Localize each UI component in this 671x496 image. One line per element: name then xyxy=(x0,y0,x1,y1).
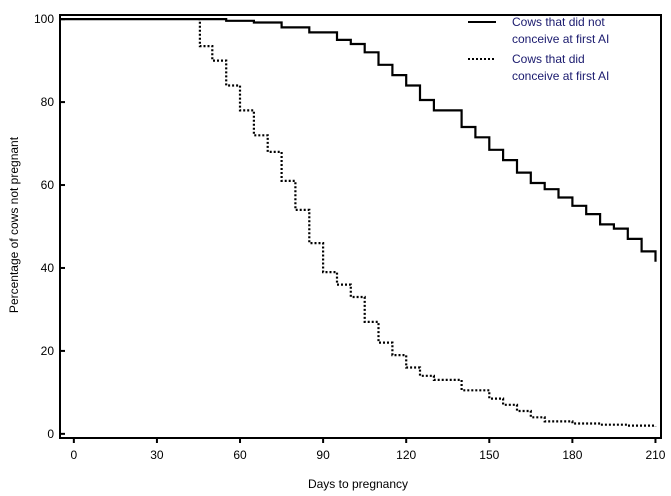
plot-frame xyxy=(59,14,662,439)
y-tick-label: 0 xyxy=(47,427,54,441)
series-layer xyxy=(60,18,657,427)
x-axis-title: Days to pregnancy xyxy=(308,477,408,491)
legend-label: conceive at first AI xyxy=(512,69,609,83)
x-tick-label: 210 xyxy=(645,448,665,462)
plot-border xyxy=(59,14,662,439)
y-tick-label: 20 xyxy=(41,344,55,358)
x-tick-label: 0 xyxy=(71,448,78,462)
legend-label: conceive at first AI xyxy=(512,32,609,46)
y-tick-label: 40 xyxy=(41,261,55,275)
y-tick-label: 80 xyxy=(41,95,55,109)
x-tick-label: 120 xyxy=(396,448,416,462)
y-tick-label: 100 xyxy=(34,12,54,26)
legend-label: Cows that did xyxy=(512,52,585,66)
legend-label: Cows that did not xyxy=(512,15,605,29)
legend: Cows that did not conceive at first AI Cow… xyxy=(468,15,609,83)
x-tick-label: 60 xyxy=(233,448,247,462)
x-tick-label: 180 xyxy=(562,448,582,462)
y-axis-title: Percentage of cows not pregnant xyxy=(7,136,21,313)
x-axis-ticks: 0 30 60 90 120 150 180 210 xyxy=(71,438,666,462)
y-tick-label: 60 xyxy=(41,178,55,192)
x-tick-label: 90 xyxy=(316,448,330,462)
series-line-not-conceived xyxy=(60,18,657,262)
x-tick-label: 150 xyxy=(479,448,499,462)
x-tick-label: 30 xyxy=(150,448,164,462)
